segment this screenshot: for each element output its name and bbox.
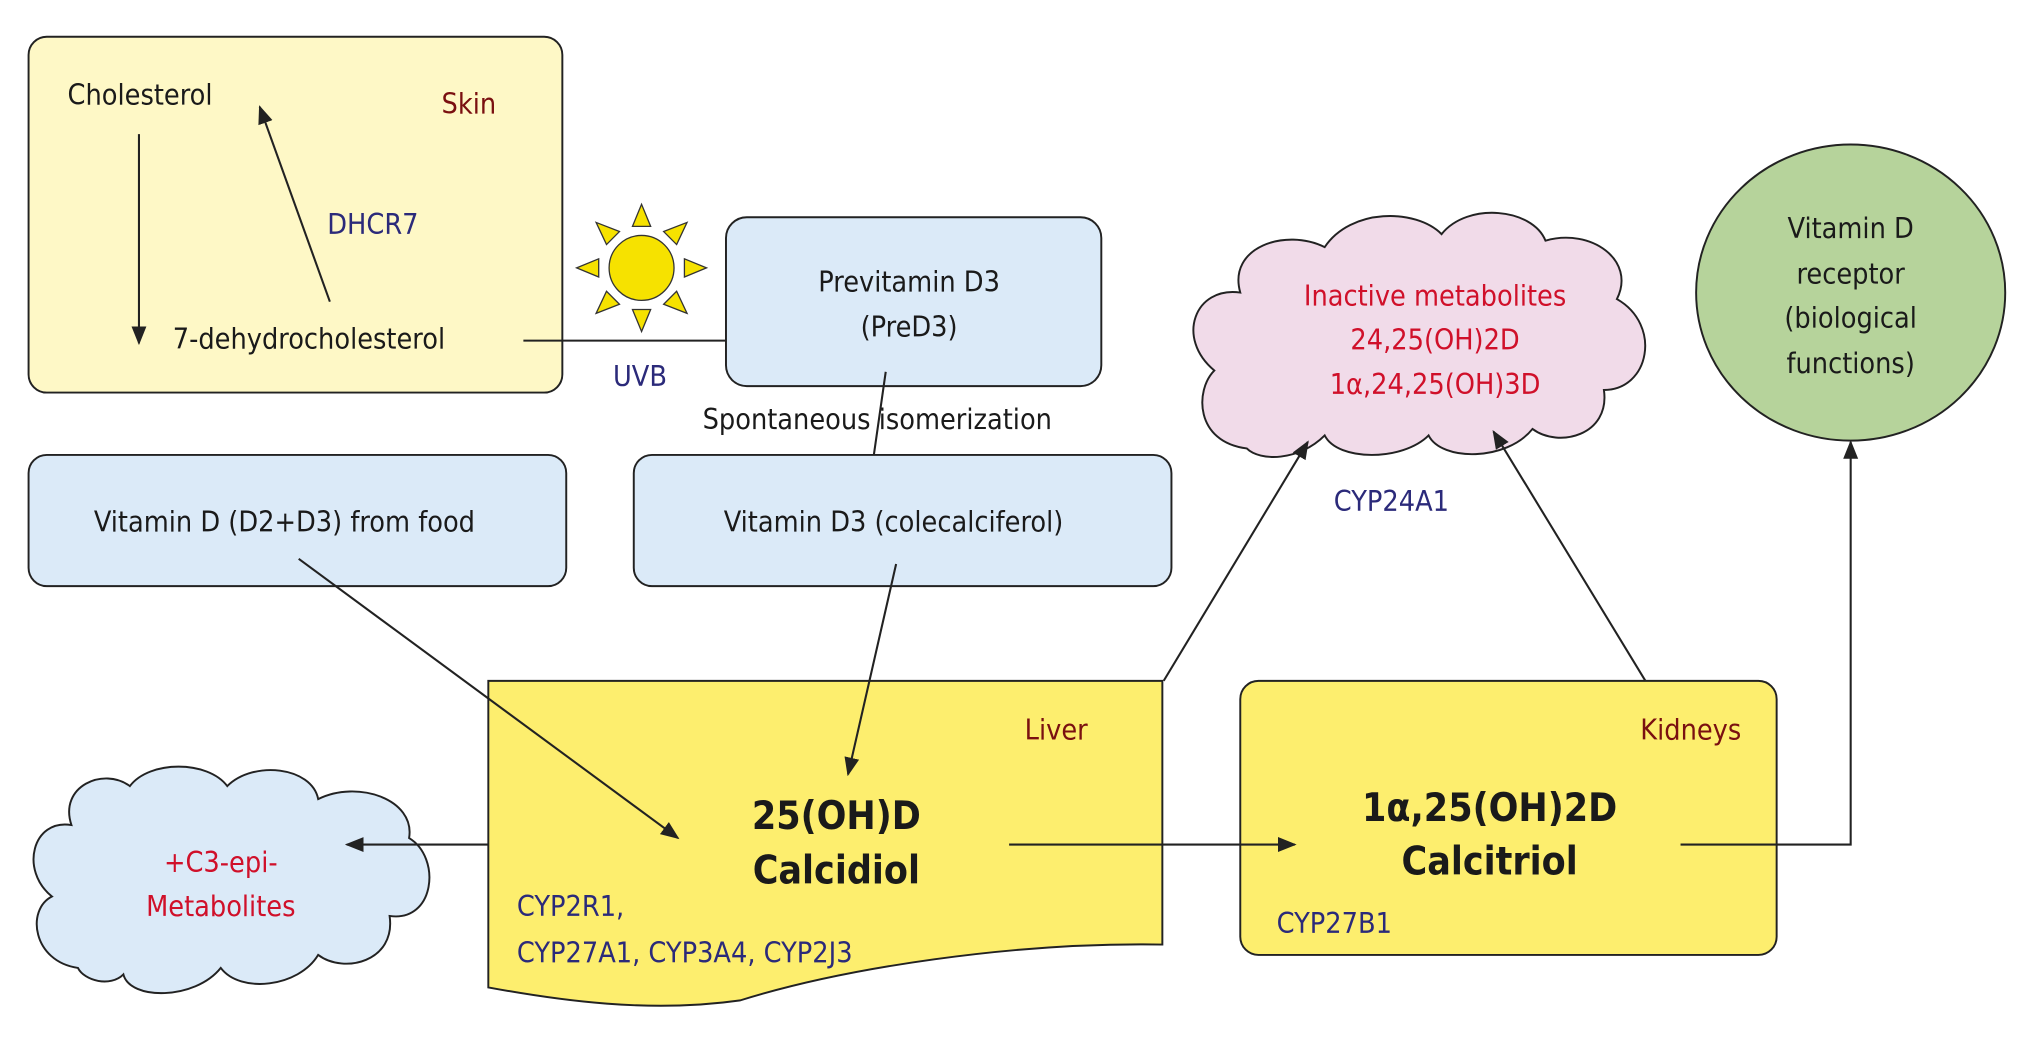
- calcidiol-line1: 25(OH)D: [752, 794, 921, 839]
- skin-label: Skin: [442, 86, 497, 120]
- calcitriol-line1: 1α,25(OH)2D: [1362, 786, 1617, 831]
- inactive-line2: 24,25(OH)2D: [1350, 323, 1519, 357]
- dhcr7-label: DHCR7: [327, 207, 418, 241]
- receptor-line3: (biological: [1784, 301, 1917, 335]
- receptor-line2: receptor: [1796, 256, 1905, 290]
- food-box: Vitamin D (D2+D3) from food: [27, 453, 568, 588]
- inactive-metabolites-cloud: Inactive metabolites 24,25(OH)2D 1α,24,2…: [1192, 211, 1647, 458]
- food-label: Vitamin D (D2+D3) from food: [94, 505, 475, 539]
- inactive-line1: Inactive metabolites: [1304, 279, 1566, 313]
- c3-epi-cloud: +C3-epi- Metabolites: [32, 765, 431, 995]
- vitamin-d3-label: Vitamin D3 (colecalciferol): [724, 505, 1064, 539]
- liver-box: Liver 25(OH)D Calcidiol CYP2R1, CYP27A1,…: [487, 679, 1164, 1007]
- liver-enzymes-line2: CYP27A1, CYP3A4, CYP2J3: [517, 936, 853, 970]
- cyp24a1-label: CYP24A1: [1334, 484, 1449, 518]
- arrow-food-to-calcidiol: [298, 557, 680, 840]
- arrow-d3-to-calcidiol: [844, 563, 898, 777]
- liver-label: Liver: [1025, 712, 1088, 746]
- previtamin-line2: (PreD3): [861, 310, 958, 344]
- kidneys-box: Kidneys 1α,25(OH)2D Calcitriol CYP27B1: [1239, 679, 1778, 956]
- arrow-liver-to-inactive: [1162, 440, 1309, 682]
- cyp27b1-label: CYP27B1: [1277, 906, 1392, 940]
- sun-icon: [574, 202, 709, 334]
- previtamin-box: Previtamin D3 (PreD3): [725, 216, 1103, 388]
- liver-enzymes-line1: CYP2R1,: [517, 889, 624, 923]
- skin-box: Cholesterol Skin DHCR7 7-dehydrocholeste…: [27, 35, 564, 394]
- uvb-label: UVB: [613, 359, 667, 393]
- receptor-line1: Vitamin D: [1788, 211, 1914, 245]
- dehydrocholesterol-label: 7-dehydrocholesterol: [173, 321, 445, 355]
- arrow-kidneys-to-inactive: [1492, 429, 1647, 682]
- vitamin-d-receptor-circle: Vitamin D receptor (biological functions…: [1695, 143, 2007, 442]
- calcitriol-line2: Calcitriol: [1401, 839, 1577, 884]
- previtamin-line1: Previtamin D3: [818, 264, 1000, 298]
- epi-line1: +C3-epi-: [164, 845, 278, 879]
- calcidiol-line2: Calcidiol: [753, 848, 920, 893]
- inactive-line3: 1α,24,25(OH)3D: [1330, 367, 1541, 401]
- kidneys-label: Kidneys: [1640, 712, 1741, 746]
- vitamin-d3-box: Vitamin D3 (colecalciferol): [632, 453, 1173, 588]
- receptor-line4: functions): [1786, 346, 1914, 380]
- arrow-calcitriol-to-receptor: [1680, 440, 1859, 846]
- epi-line2: Metabolites: [146, 889, 295, 923]
- arrow-7dhc-to-cholesterol: [258, 105, 331, 303]
- cholesterol-label: Cholesterol: [68, 77, 213, 111]
